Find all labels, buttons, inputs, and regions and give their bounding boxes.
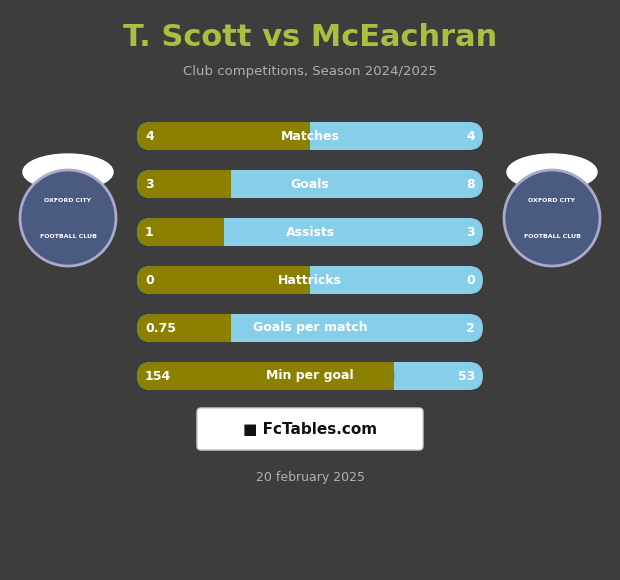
Text: 1: 1 [145,226,154,238]
Text: 0: 0 [466,274,475,287]
Text: OXFORD CITY: OXFORD CITY [528,198,575,202]
Text: Assists: Assists [285,226,335,238]
Text: ■ FcTables.com: ■ FcTables.com [243,422,377,437]
Text: 154: 154 [145,369,171,382]
Bar [217,170,231,198]
FancyBboxPatch shape [137,362,394,390]
FancyBboxPatch shape [197,408,423,450]
Text: Matches: Matches [281,129,339,143]
Text: 4: 4 [466,129,475,143]
Ellipse shape [507,154,597,190]
Circle shape [504,170,600,266]
Text: Goals: Goals [291,177,329,190]
Text: 3: 3 [466,226,475,238]
Text: 8: 8 [466,177,475,190]
FancyBboxPatch shape [137,122,310,150]
FancyBboxPatch shape [137,218,223,246]
Bar [210,218,223,246]
FancyBboxPatch shape [137,266,310,294]
Text: T. Scott vs McEachran: T. Scott vs McEachran [123,24,497,53]
FancyBboxPatch shape [137,170,483,198]
Text: Goals per match: Goals per match [253,321,367,335]
FancyBboxPatch shape [137,362,483,390]
Text: FOOTBALL CLUB: FOOTBALL CLUB [523,234,580,238]
FancyBboxPatch shape [137,170,231,198]
FancyBboxPatch shape [137,266,483,294]
Text: 20 february 2025: 20 february 2025 [255,472,365,484]
Bar [381,362,394,390]
Circle shape [20,170,116,266]
Text: 53: 53 [458,369,475,382]
Text: Club competitions, Season 2024/2025: Club competitions, Season 2024/2025 [183,66,437,78]
Text: 0: 0 [145,274,154,287]
Text: FOOTBALL CLUB: FOOTBALL CLUB [40,234,97,238]
Text: OXFORD CITY: OXFORD CITY [45,198,92,202]
FancyBboxPatch shape [137,122,483,150]
Text: Hattricks: Hattricks [278,274,342,287]
Bar [296,122,310,150]
Text: 3: 3 [145,177,154,190]
Text: 0.75: 0.75 [145,321,176,335]
Bar [296,266,310,294]
Text: 4: 4 [145,129,154,143]
Ellipse shape [23,154,113,190]
FancyBboxPatch shape [137,314,483,342]
Text: Min per goal: Min per goal [266,369,354,382]
FancyBboxPatch shape [137,218,483,246]
Bar [217,314,231,342]
FancyBboxPatch shape [137,314,231,342]
Text: 2: 2 [466,321,475,335]
